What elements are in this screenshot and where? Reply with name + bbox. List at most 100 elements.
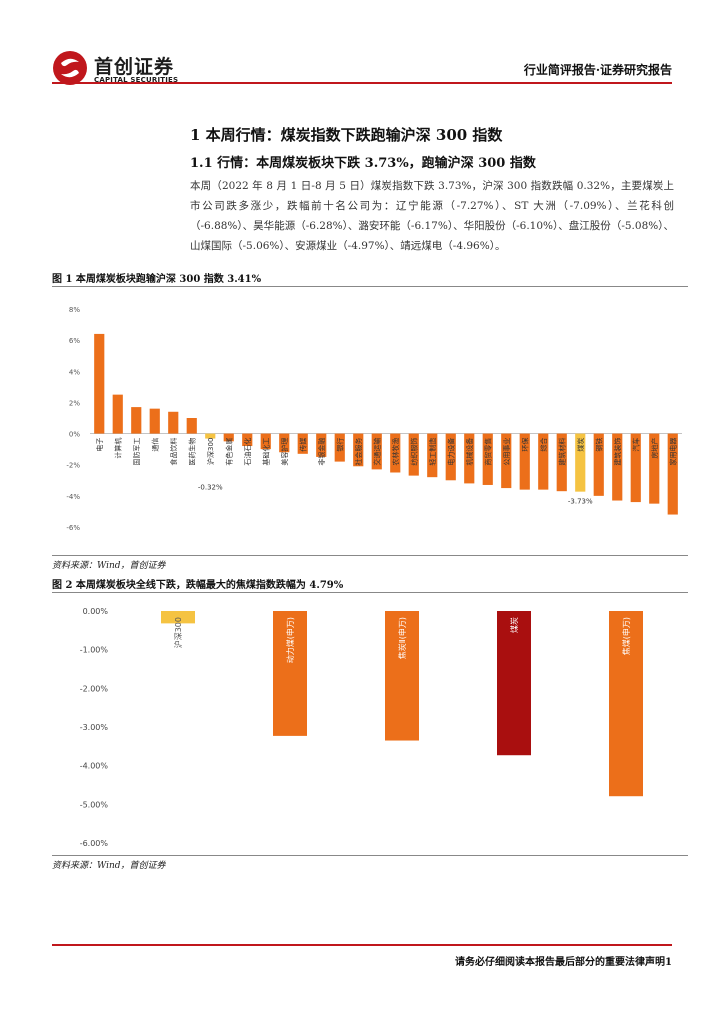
category-label-14: 社会服务 bbox=[354, 438, 363, 466]
category-label-18: 轻工制造 bbox=[428, 438, 437, 466]
header-divider bbox=[52, 82, 672, 84]
bar-13 bbox=[334, 433, 345, 462]
bar-29 bbox=[630, 433, 641, 503]
bar-11 bbox=[297, 433, 308, 454]
bar-21 bbox=[482, 433, 493, 485]
bar-3 bbox=[497, 611, 531, 756]
category-label-16: 农林牧渔 bbox=[391, 438, 400, 466]
y-tick-label-5: -5.00% bbox=[80, 800, 109, 809]
category-label-23: 环保 bbox=[521, 438, 530, 452]
category-label-20: 机械设备 bbox=[465, 438, 474, 466]
bar-12 bbox=[316, 433, 327, 457]
bar-8 bbox=[242, 433, 253, 447]
y-tick-label-3: 2% bbox=[69, 399, 80, 407]
bar-24 bbox=[538, 433, 549, 490]
category-label-2: 焦炭Ⅱ(申万) bbox=[397, 617, 407, 659]
bar-27 bbox=[593, 433, 604, 496]
bar-10 bbox=[279, 433, 290, 453]
bar-3 bbox=[149, 408, 160, 434]
category-label-29: 汽车 bbox=[632, 438, 641, 452]
logo-chinese-name: 首创证券 bbox=[94, 56, 175, 78]
bar-26 bbox=[575, 433, 586, 492]
category-label-3: 通信 bbox=[151, 438, 160, 452]
y-tick-label-6: -6.00% bbox=[80, 839, 109, 848]
figure1-title: 图 1 本周煤炭板块跑输沪深 300 指数 3.41% bbox=[52, 274, 262, 285]
category-label-8: 石油石化 bbox=[243, 438, 252, 466]
bar-30 bbox=[649, 433, 660, 504]
bar-4 bbox=[609, 611, 643, 797]
category-label-25: 建筑材料 bbox=[558, 438, 567, 466]
category-label-22: 公用事业 bbox=[502, 438, 511, 466]
category-label-0: 沪深300 bbox=[173, 617, 183, 648]
category-label-7: 有色金属 bbox=[225, 438, 234, 466]
data-label-0: -0.32% bbox=[198, 484, 223, 492]
category-label-24: 综合 bbox=[539, 438, 548, 452]
category-label-4: 焦煤(申万) bbox=[621, 617, 631, 655]
figure1-source: 资料来源：Wind，首创证券 bbox=[52, 561, 166, 571]
category-label-0: 电子 bbox=[95, 438, 104, 452]
bar-18 bbox=[427, 433, 438, 478]
bar-7 bbox=[223, 433, 234, 442]
bar-23 bbox=[519, 433, 530, 490]
figure2-bar-chart: 0.00% -1.00% -2.00% -3.00% -4.00% -5.00% -6.00… bbox=[80, 607, 643, 848]
bar-14 bbox=[353, 433, 364, 467]
subsection-heading: 1.1 行情：本周煤炭板块下跌 3.73%，跑输沪深 300 指数 bbox=[190, 156, 536, 171]
bar-2 bbox=[131, 407, 142, 434]
category-label-5: 医药生物 bbox=[188, 438, 197, 466]
category-label-4: 食品饮料 bbox=[169, 438, 178, 466]
category-label-1: 动力煤(申万) bbox=[285, 617, 295, 663]
y-tick-label-0: 0.00% bbox=[83, 607, 109, 616]
y-tick-label-6: -4% bbox=[66, 493, 80, 501]
category-label-2: 国防军工 bbox=[132, 438, 141, 466]
bar-2 bbox=[385, 611, 419, 741]
y-tick-label-2: -2.00% bbox=[80, 684, 109, 693]
section-heading: 1 本周行情：煤炭指数下跌跑输沪深 300 指数 bbox=[190, 126, 503, 144]
category-label-9: 基础化工 bbox=[262, 438, 271, 466]
bar-15 bbox=[371, 433, 382, 470]
logo-english-name: CAPITAL SECURITIES bbox=[94, 76, 179, 84]
figure2-title: 图 2 本周煤炭板块全线下跌，跌幅最大的焦煤指数跌幅为 4.79% bbox=[52, 580, 344, 591]
y-tick-label-3: -3.00% bbox=[80, 723, 109, 732]
y-tick-label-0: 8% bbox=[69, 306, 80, 314]
category-label-30: 房地产 bbox=[650, 438, 659, 459]
bar-0 bbox=[94, 333, 105, 434]
bar-25 bbox=[556, 433, 567, 492]
bar-0 bbox=[161, 611, 195, 624]
bar-4 bbox=[168, 411, 179, 434]
y-tick-label-5: -2% bbox=[66, 462, 80, 470]
bar-28 bbox=[612, 433, 623, 501]
y-tick-label-1: -1.00% bbox=[80, 646, 109, 655]
y-tick-label-4: -4.00% bbox=[80, 762, 109, 771]
category-label-15: 交通运输 bbox=[373, 438, 382, 466]
y-tick-label-1: 6% bbox=[69, 337, 80, 345]
category-label-3: 煤炭 bbox=[509, 617, 519, 633]
category-label-13: 银行 bbox=[336, 438, 345, 452]
y-tick-label-7: -6% bbox=[66, 524, 80, 532]
bar-19 bbox=[445, 433, 456, 481]
company-logo: 首创证券 CAPITAL SECURITIES bbox=[52, 50, 192, 88]
bar-6 bbox=[205, 433, 216, 439]
category-label-17: 纺织服饰 bbox=[410, 438, 419, 466]
bar-1 bbox=[273, 611, 307, 736]
bar-31 bbox=[667, 433, 678, 515]
category-label-12: 非银金融 bbox=[317, 438, 326, 466]
bar-22 bbox=[501, 433, 512, 489]
category-label-28: 建筑装饰 bbox=[613, 438, 622, 466]
report-type-label: 行业简评报告·证券研究报告 bbox=[523, 63, 672, 77]
page-header: 首创证券 CAPITAL SECURITIES 行业简评报告·证券研究报告 bbox=[0, 0, 724, 90]
category-label-19: 电力设备 bbox=[447, 438, 456, 466]
bar-5 bbox=[186, 418, 197, 434]
figure2-source: 资料来源：Wind，首创证券 bbox=[52, 861, 166, 871]
y-tick-label-2: 4% bbox=[69, 368, 80, 376]
bar-16 bbox=[390, 433, 401, 473]
data-label-1: -3.73% bbox=[568, 498, 593, 506]
category-label-11: 传媒 bbox=[299, 438, 308, 452]
bar-9 bbox=[260, 433, 271, 450]
category-label-21: 商贸零售 bbox=[484, 438, 493, 466]
bar-20 bbox=[464, 433, 475, 484]
category-label-6: 沪深300 bbox=[206, 438, 215, 465]
category-label-31: 家用电器 bbox=[669, 438, 678, 466]
capital-securities-logo-icon bbox=[53, 51, 87, 85]
figure1-frame: 8% 6% 4% 2% 0% -2% -4% -6% 电子 计算机 国防军工 通信 食品饮料 医药生物 沪深… bbox=[52, 286, 688, 556]
footer-divider bbox=[52, 944, 672, 946]
